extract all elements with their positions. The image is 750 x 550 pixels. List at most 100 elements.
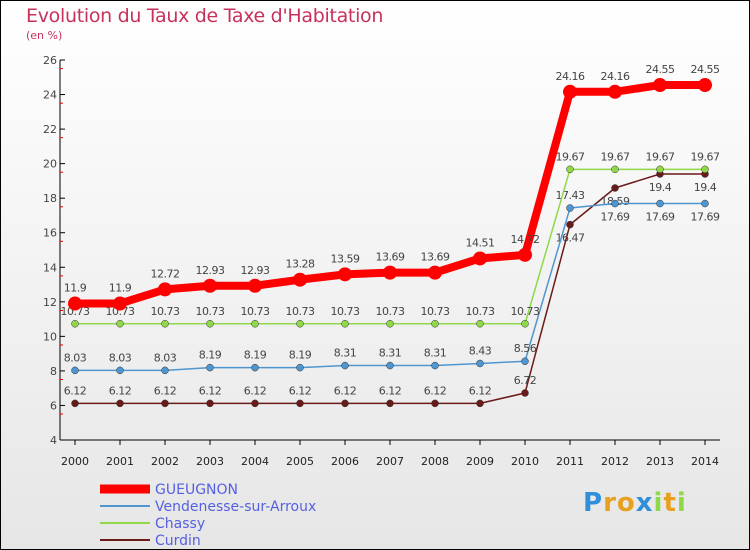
chart-subtitle: (en %) bbox=[26, 29, 63, 42]
data-point bbox=[476, 320, 484, 328]
x-tick-label: 2001 bbox=[106, 455, 134, 468]
data-point bbox=[518, 247, 532, 262]
x-tick-label: 2006 bbox=[331, 455, 359, 468]
data-label: 17.69 bbox=[601, 211, 630, 224]
data-label: 10.73 bbox=[511, 305, 540, 318]
data-point bbox=[521, 320, 529, 328]
x-tick-label: 2010 bbox=[511, 455, 539, 468]
y-tick-label: 26 bbox=[43, 54, 57, 67]
data-point bbox=[611, 199, 619, 208]
y-tick-label: 22 bbox=[43, 123, 57, 136]
data-label: 6.12 bbox=[109, 384, 132, 397]
data-label: 13.69 bbox=[376, 251, 405, 264]
data-label: 6.12 bbox=[199, 384, 222, 397]
data-label: 6.12 bbox=[334, 384, 357, 397]
data-label: 8.31 bbox=[424, 347, 447, 360]
data-label: 14.51 bbox=[466, 236, 495, 249]
data-point bbox=[161, 399, 169, 408]
data-label: 6.12 bbox=[379, 384, 402, 397]
data-label: 8.56 bbox=[514, 342, 537, 355]
data-label: 6.12 bbox=[289, 384, 312, 397]
data-label: 12.93 bbox=[196, 264, 225, 277]
data-point bbox=[386, 361, 394, 370]
data-label: 8.19 bbox=[244, 349, 267, 362]
y-tick-label: 4 bbox=[50, 434, 57, 447]
data-label: 6.12 bbox=[64, 384, 87, 397]
data-point bbox=[116, 366, 124, 375]
legend-label: Chassy bbox=[155, 516, 205, 532]
y-tick-label: 24 bbox=[43, 89, 57, 102]
data-label: 16.47 bbox=[556, 232, 585, 245]
data-label: 24.55 bbox=[691, 63, 720, 76]
data-point bbox=[653, 78, 667, 93]
data-point bbox=[116, 399, 124, 408]
data-point bbox=[386, 399, 394, 408]
data-point bbox=[158, 282, 172, 297]
data-point bbox=[428, 265, 442, 280]
data-point bbox=[161, 366, 169, 375]
data-label: 24.55 bbox=[646, 63, 675, 76]
data-point bbox=[611, 165, 619, 174]
data-point bbox=[566, 220, 574, 229]
data-label: 12.93 bbox=[241, 264, 270, 277]
data-label: 8.03 bbox=[154, 351, 177, 364]
data-point bbox=[341, 320, 349, 328]
x-tick-label: 2005 bbox=[286, 455, 314, 468]
data-label: 8.19 bbox=[289, 349, 312, 362]
data-point bbox=[203, 278, 217, 293]
y-tick-label: 14 bbox=[43, 261, 57, 274]
data-point bbox=[71, 399, 79, 408]
data-label: 19.67 bbox=[556, 150, 585, 163]
data-point bbox=[113, 296, 127, 311]
x-tick-label: 2002 bbox=[151, 455, 179, 468]
data-label: 6.12 bbox=[469, 384, 492, 397]
data-label: 6.12 bbox=[154, 384, 177, 397]
data-point bbox=[341, 399, 349, 408]
data-point bbox=[566, 165, 574, 174]
data-point bbox=[473, 251, 487, 266]
data-point bbox=[383, 265, 397, 280]
data-point bbox=[116, 320, 124, 328]
data-label: 6.12 bbox=[244, 384, 267, 397]
data-label: 10.73 bbox=[376, 305, 405, 318]
data-label: 8.03 bbox=[109, 351, 132, 364]
x-tick-label: 2007 bbox=[376, 455, 404, 468]
data-point bbox=[386, 320, 394, 328]
data-point bbox=[296, 363, 304, 372]
x-tick-label: 2011 bbox=[556, 455, 584, 468]
data-point bbox=[293, 272, 307, 287]
data-point bbox=[566, 204, 574, 212]
data-label: 19.67 bbox=[646, 150, 675, 163]
data-point bbox=[341, 361, 349, 370]
data-label: 10.73 bbox=[106, 305, 135, 318]
data-point bbox=[656, 165, 664, 174]
data-point bbox=[701, 199, 709, 208]
x-tick-label: 2012 bbox=[601, 455, 629, 468]
data-point bbox=[248, 278, 262, 293]
data-label: 10.73 bbox=[241, 305, 270, 318]
y-tick-label: 20 bbox=[43, 158, 57, 171]
data-label: 12.72 bbox=[151, 267, 180, 280]
data-label: 8.03 bbox=[64, 351, 87, 364]
data-label: 8.31 bbox=[379, 347, 402, 360]
x-tick-label: 2004 bbox=[241, 455, 269, 468]
data-label: 10.73 bbox=[421, 305, 450, 318]
data-point bbox=[701, 165, 709, 174]
y-tick-label: 10 bbox=[43, 330, 57, 343]
data-point bbox=[476, 359, 484, 368]
data-point bbox=[338, 267, 352, 282]
data-label: 10.73 bbox=[466, 305, 495, 318]
proxiti-logo: Proxiti bbox=[583, 488, 687, 518]
data-label: 17.43 bbox=[556, 189, 585, 202]
data-label: 8.31 bbox=[334, 347, 357, 360]
data-point bbox=[521, 357, 529, 365]
data-label: 13.28 bbox=[286, 258, 315, 271]
data-point bbox=[71, 366, 79, 375]
data-point bbox=[68, 296, 82, 311]
data-point bbox=[611, 184, 619, 192]
data-label: 10.73 bbox=[151, 305, 180, 318]
data-label: 10.73 bbox=[196, 305, 225, 318]
data-point bbox=[431, 399, 439, 408]
data-point bbox=[296, 320, 304, 328]
legend-label: Vendenesse-sur-Arroux bbox=[155, 499, 316, 515]
